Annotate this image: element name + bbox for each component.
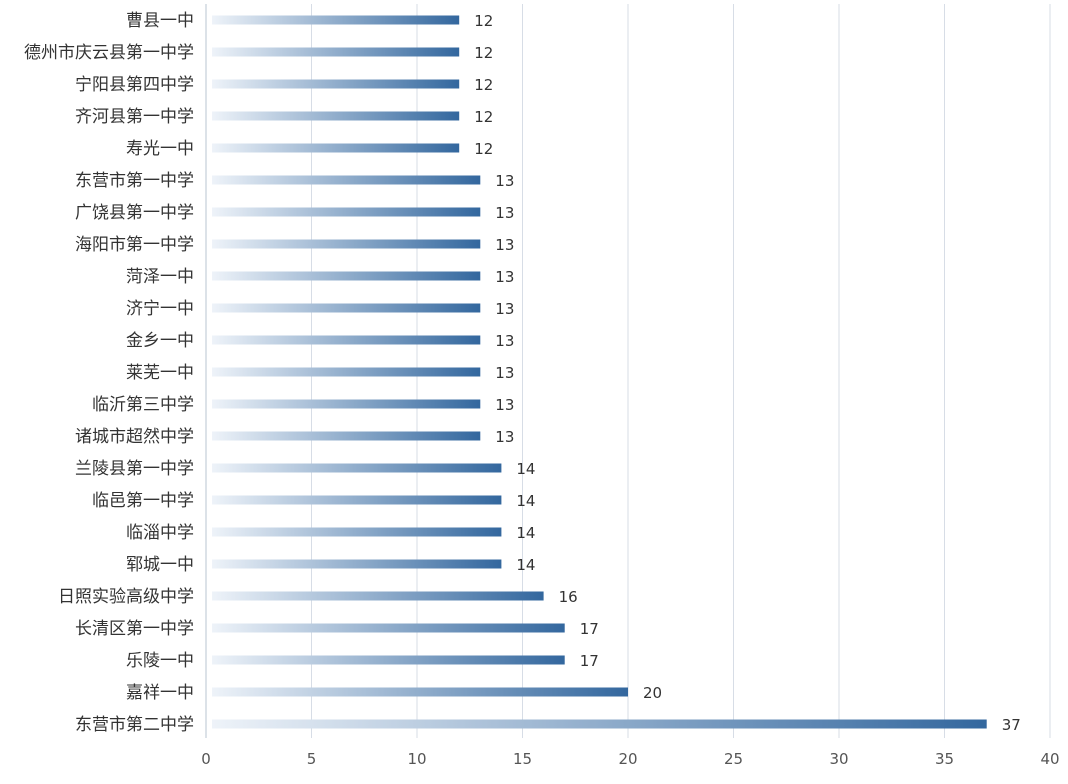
x-tick-label: 30 <box>829 750 848 768</box>
bar <box>212 655 565 665</box>
data-label: 14 <box>516 524 535 542</box>
category-label: 临沂第三中学 <box>92 395 194 415</box>
data-label: 12 <box>474 12 493 30</box>
category-label: 乐陵一中 <box>126 651 194 671</box>
x-tick-label: 35 <box>935 750 954 768</box>
bar <box>212 271 481 281</box>
category-label: 海阳市第一中学 <box>75 235 194 255</box>
data-label: 37 <box>1002 716 1021 734</box>
bar <box>212 559 502 569</box>
data-label: 12 <box>474 44 493 62</box>
bar <box>212 335 481 345</box>
category-label: 诸城市超然中学 <box>75 427 194 447</box>
data-label: 13 <box>495 396 514 414</box>
bar <box>212 399 481 409</box>
category-label: 济宁一中 <box>126 299 194 319</box>
data-label: 12 <box>474 140 493 158</box>
bar <box>212 15 460 25</box>
x-tick-label: 40 <box>1040 750 1059 768</box>
data-label: 13 <box>495 428 514 446</box>
bar <box>212 687 628 697</box>
category-label: 临邑第一中学 <box>92 491 194 511</box>
category-label: 广饶县第一中学 <box>75 203 194 223</box>
bar <box>212 527 502 537</box>
bar <box>212 367 481 377</box>
category-label: 宁阳县第四中学 <box>75 75 194 95</box>
x-tick-label: 25 <box>724 750 743 768</box>
data-labels: 1212121212131313131313131313141414141617… <box>474 12 1021 734</box>
data-label: 16 <box>559 588 578 606</box>
data-label: 12 <box>474 76 493 94</box>
category-label: 郓城一中 <box>126 555 194 575</box>
bar <box>212 111 460 121</box>
bar <box>212 79 460 89</box>
bar <box>212 431 481 441</box>
bar <box>212 719 987 729</box>
category-label: 长清区第一中学 <box>75 619 194 639</box>
data-label: 12 <box>474 108 493 126</box>
category-label: 嘉祥一中 <box>126 683 194 703</box>
bar <box>212 175 481 185</box>
bar <box>212 623 565 633</box>
bars <box>212 15 987 729</box>
category-label: 东营市第一中学 <box>75 171 194 191</box>
data-label: 14 <box>516 492 535 510</box>
data-label: 13 <box>495 332 514 350</box>
bar <box>212 495 502 505</box>
category-label: 德州市庆云县第一中学 <box>24 43 194 63</box>
data-label: 13 <box>495 236 514 254</box>
x-tick-label: 5 <box>307 750 317 768</box>
data-label: 13 <box>495 364 514 382</box>
x-axis-ticks: 0 5 10 15 20 25 30 35 40 <box>201 750 1059 768</box>
bar <box>212 463 502 473</box>
x-tick-label: 10 <box>407 750 426 768</box>
bar <box>212 591 544 601</box>
data-label: 14 <box>516 460 535 478</box>
category-label: 日照实验高级中学 <box>58 587 194 607</box>
x-tick-label: 0 <box>201 750 211 768</box>
bar <box>212 207 481 217</box>
gridlines <box>205 4 1051 738</box>
x-tick-label: 20 <box>618 750 637 768</box>
data-label: 13 <box>495 172 514 190</box>
data-label: 20 <box>643 684 662 702</box>
data-label: 17 <box>580 652 599 670</box>
bar <box>212 303 481 313</box>
category-labels: 曹县一中德州市庆云县第一中学宁阳县第四中学齐河县第一中学寿光一中东营市第一中学广… <box>24 11 194 735</box>
data-label: 13 <box>495 300 514 318</box>
category-label: 曹县一中 <box>126 11 194 31</box>
data-label: 13 <box>495 204 514 222</box>
category-label: 金乡一中 <box>126 331 194 351</box>
bar <box>212 239 481 249</box>
category-label: 临淄中学 <box>126 523 194 543</box>
category-label: 寿光一中 <box>126 139 194 159</box>
category-label: 莱芜一中 <box>126 363 194 383</box>
bar <box>212 143 460 153</box>
data-label: 13 <box>495 268 514 286</box>
x-tick-label: 15 <box>513 750 532 768</box>
data-label: 17 <box>580 620 599 638</box>
category-label: 东营市第二中学 <box>75 715 194 735</box>
category-label: 兰陵县第一中学 <box>75 459 194 479</box>
data-label: 14 <box>516 556 535 574</box>
bar <box>212 47 460 57</box>
category-label: 菏泽一中 <box>126 267 194 287</box>
category-label: 齐河县第一中学 <box>75 107 194 127</box>
